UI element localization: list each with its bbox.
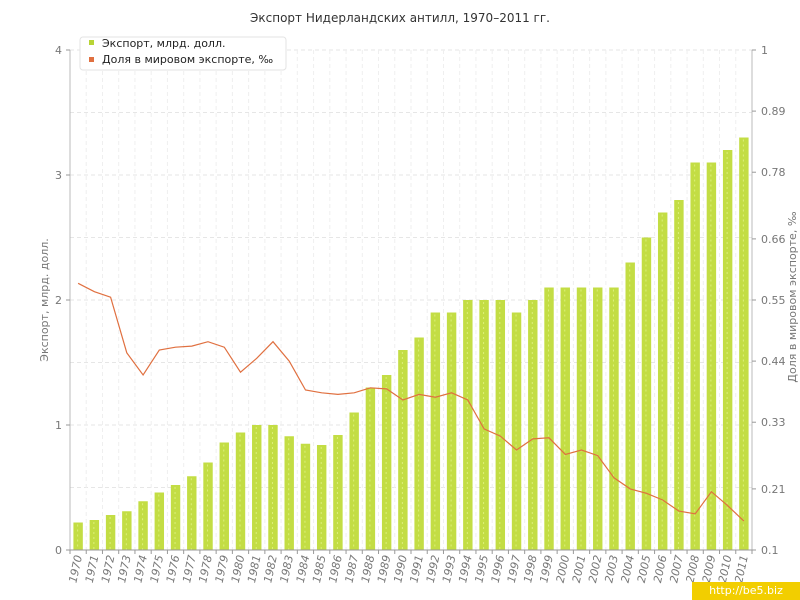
y2-tick-label: 0.66	[761, 233, 786, 246]
x-tick-label: 2008	[684, 554, 703, 584]
bar	[365, 387, 376, 550]
bar	[284, 436, 294, 550]
x-tick-label: 1998	[521, 554, 540, 584]
x-tick-label: 1994	[456, 554, 475, 584]
right-axis-ticks: 0.1 0.21 0.33 0.44 0.55 0.66 0.78 0.89 1	[752, 44, 786, 557]
line-series	[77, 282, 745, 522]
x-tick-label: 1972	[99, 554, 118, 584]
bar	[609, 287, 619, 550]
bar	[544, 287, 554, 550]
legend-label-exports: Экспорт, млрд. долл.	[102, 37, 225, 50]
legend-label-share: Доля в мировом экспорте, ‰	[102, 53, 273, 66]
bar	[722, 150, 733, 550]
y2-tick-label: 0.89	[761, 105, 786, 118]
x-tick-label: 1997	[505, 554, 524, 584]
x-tick-label: 1995	[472, 554, 491, 584]
grid	[69, 49, 753, 551]
x-tick-label: 1999	[537, 554, 556, 584]
bar	[739, 137, 749, 550]
x-tick-label: 2004	[619, 554, 638, 584]
x-tick-label: 1970	[66, 554, 85, 584]
y-axis-label: Экспорт, млрд. долл.	[38, 238, 51, 361]
x-tick-label: 1996	[489, 554, 508, 584]
y-tick-label: 1	[55, 419, 62, 432]
bar	[122, 511, 132, 550]
x-tick-label: 1979	[213, 554, 232, 584]
bar	[593, 287, 603, 550]
y2-tick-label: 0.78	[761, 166, 786, 179]
x-tick-label: 2002	[586, 554, 605, 584]
y2-tick-label: 0.21	[761, 483, 786, 496]
y2-tick-label: 0.44	[761, 355, 786, 368]
x-tick-label: 1985	[310, 554, 329, 584]
bar	[138, 501, 148, 550]
y2-axis-label: Доля в мировом экспорте, ‰	[786, 211, 799, 382]
y2-tick-label: 0.1	[761, 544, 779, 557]
bar	[89, 520, 100, 550]
bar	[479, 300, 489, 550]
legend-box	[79, 36, 287, 71]
bar	[414, 337, 424, 550]
share-line	[77, 282, 745, 522]
x-tick-label: 1978	[196, 554, 215, 584]
x-axis-ticks: 1970197119721973197419751976197719781979…	[66, 554, 750, 584]
x-tick-label: 1975	[148, 554, 167, 584]
x-tick-label: 1984	[294, 554, 313, 584]
x-tick-label: 1993	[440, 554, 459, 584]
x-tick-label: 2011	[732, 554, 751, 584]
x-tick-label: 2010	[716, 554, 735, 584]
x-tick-label: 1983	[278, 554, 297, 584]
bar-series	[73, 137, 749, 550]
x-tick-label: 1992	[424, 554, 443, 584]
left-axis-ticks: 0 1 2 3 4	[55, 44, 70, 557]
bar	[560, 287, 570, 550]
watermark[interactable]: http://be5.biz	[692, 582, 800, 600]
x-tick-label: 2003	[602, 554, 621, 584]
x-tick-label: 1980	[229, 554, 248, 584]
x-tick-label: 1989	[375, 554, 394, 584]
bar	[641, 237, 652, 550]
bar	[495, 300, 506, 550]
y-tick-label: 3	[55, 169, 62, 182]
x-tick-label: 2005	[635, 554, 654, 584]
x-tick-label: 1976	[164, 554, 183, 584]
x-tick-label: 1987	[343, 554, 362, 584]
legend-marker-exports	[89, 40, 94, 45]
bar	[105, 515, 116, 550]
bar	[463, 300, 473, 550]
x-tick-label: 2006	[651, 554, 670, 584]
x-tick-label: 1982	[261, 554, 280, 584]
x-tick-label: 1986	[326, 554, 345, 584]
bar	[576, 287, 587, 550]
y-tick-label: 4	[55, 44, 62, 57]
y2-tick-label: 1	[761, 44, 768, 57]
x-tick-label: 2001	[570, 554, 589, 584]
x-tick-label: 1971	[83, 554, 102, 584]
x-tick-label: 2007	[667, 554, 686, 584]
x-tick-label: 1973	[115, 554, 134, 584]
x-tick-label: 1988	[359, 554, 378, 584]
bar	[398, 350, 408, 550]
bar	[528, 300, 538, 550]
chart-title: Экспорт Нидерландских антилл, 1970–2011 …	[250, 11, 550, 25]
x-tick-label: 2009	[700, 554, 719, 584]
y2-tick-label: 0.33	[761, 416, 786, 429]
y2-tick-label: 0.55	[761, 294, 786, 307]
x-tick-label: 1977	[180, 554, 199, 584]
y-tick-label: 2	[55, 294, 62, 307]
x-tick-label: 1981	[245, 554, 264, 584]
bar	[674, 200, 684, 550]
x-tick-label: 1990	[391, 554, 410, 584]
legend-marker-share	[89, 57, 94, 62]
x-tick-label: 1991	[407, 554, 426, 584]
bar	[187, 476, 197, 550]
x-tick-label: 1974	[131, 554, 150, 584]
legend: Экспорт, млрд. долл. Доля в мировом эксп…	[79, 36, 287, 71]
x-tick-label: 2000	[554, 554, 573, 584]
y-tick-label: 0	[55, 544, 62, 557]
